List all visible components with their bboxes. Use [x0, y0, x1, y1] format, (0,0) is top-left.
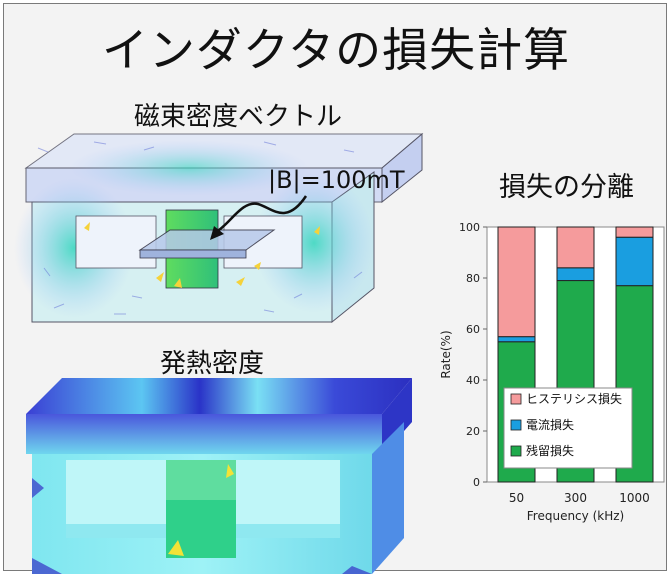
bar-segment: [615, 226, 654, 238]
x-tick-label: 1000: [619, 491, 650, 505]
legend-swatch: [510, 419, 522, 431]
legend-label: ヒステリシス損失: [526, 391, 622, 406]
y-axis-label: Rate(%): [439, 330, 453, 378]
y-tick-label: 60: [466, 323, 480, 336]
legend-box: [503, 387, 633, 469]
y-tick-label: 100: [459, 221, 480, 234]
legend-label: 電流損失: [526, 417, 574, 432]
chart-title: 損失の分離: [499, 172, 634, 203]
y-tick-label: 40: [466, 374, 480, 387]
bar-segment: [615, 236, 654, 287]
heat-density-image: [26, 378, 412, 574]
y-tick-label: 0: [473, 476, 480, 489]
x-tick-label: 300: [564, 491, 587, 505]
bar-segment: [556, 267, 595, 282]
y-tick-label: 20: [466, 425, 480, 438]
x-tick-label: 50: [509, 491, 524, 505]
x-axis-label: Frequency (kHz): [527, 509, 624, 523]
bar-segment: [497, 336, 536, 343]
heat-density-label: 発熱密度: [160, 349, 265, 379]
slide-title: インダクタの損失計算: [101, 23, 571, 77]
flux-density-label: 磁束密度ベクトル: [134, 102, 343, 132]
flux-density-image: [14, 132, 424, 324]
legend-swatch: [510, 445, 522, 457]
y-tick-label: 80: [466, 272, 480, 285]
legend-swatch: [510, 393, 522, 405]
bar-segment: [556, 226, 595, 269]
bar-segment: [497, 226, 536, 338]
flux-annotation: |B|=100mT: [268, 166, 405, 194]
loss-breakdown-chart: 0 20 40 60 80 100 50 300 1000 Frequency (kHz) Rate…: [439, 221, 665, 523]
legend-label: 残留損失: [526, 443, 574, 458]
